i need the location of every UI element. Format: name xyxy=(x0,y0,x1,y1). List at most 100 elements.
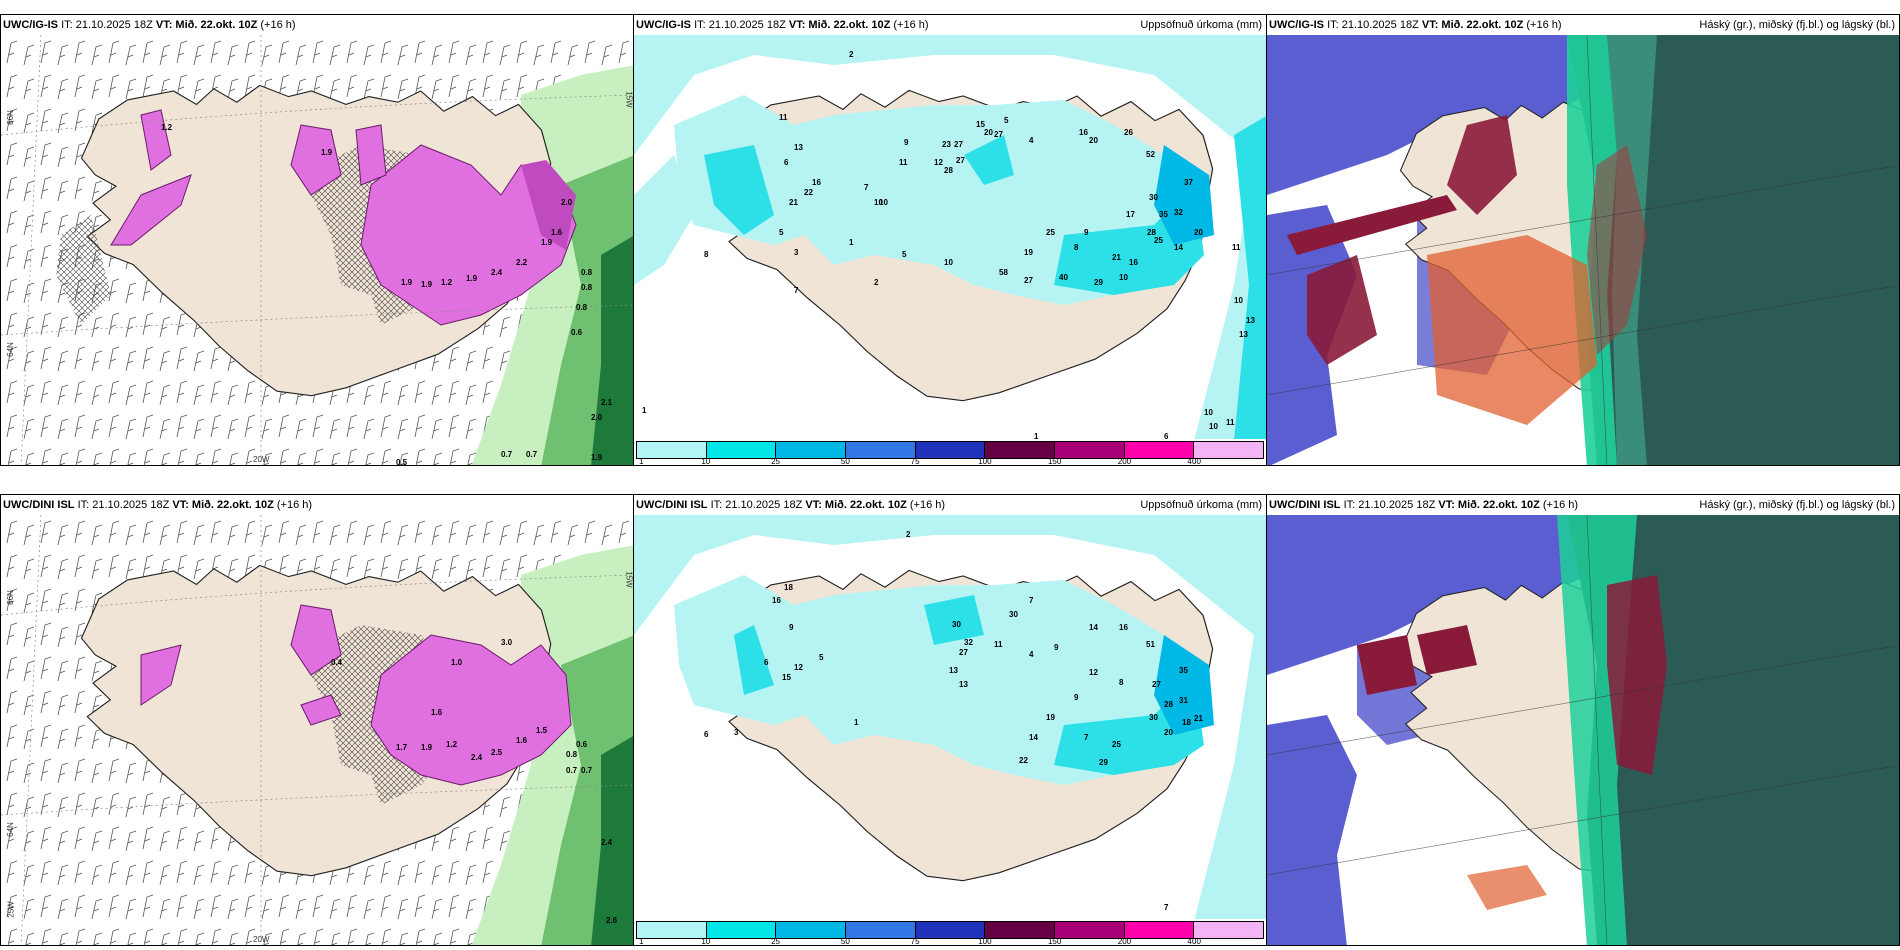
snow-value: 0.7 xyxy=(526,450,538,459)
svg-text:1: 1 xyxy=(854,718,859,727)
svg-text:21: 21 xyxy=(1112,253,1121,262)
svg-text:19: 19 xyxy=(1046,713,1055,722)
map-canvas: 1.9 1.9 1.2 1.9 2.4 2.2 1.9 2.0 1.6 0.8 … xyxy=(1,35,633,465)
valid-time: VT: Mið. 22.okt. 10Z xyxy=(788,19,891,31)
legend-tick: 400 xyxy=(1187,937,1201,946)
snow-value: 1.6 xyxy=(551,228,563,237)
legend-swatch xyxy=(776,922,847,938)
precip-legend: 1 10 25 50 75 100 150 200 400 xyxy=(634,439,1266,465)
svg-text:10: 10 xyxy=(1234,296,1243,305)
init-time: IT: 21.10.2025 18Z xyxy=(710,499,803,511)
legend-swatch xyxy=(1194,442,1264,458)
lon15-label: 15W xyxy=(624,571,634,588)
legend-tick: 75 xyxy=(910,937,920,946)
svg-text:11: 11 xyxy=(779,113,788,122)
svg-text:10: 10 xyxy=(944,258,953,267)
svg-text:9: 9 xyxy=(904,138,909,147)
svg-text:6: 6 xyxy=(704,730,709,739)
legend-tick: 10 xyxy=(701,937,711,946)
snow-value: 0.8 xyxy=(576,303,588,312)
legend-tick: 25 xyxy=(771,937,780,946)
svg-text:40: 40 xyxy=(1059,273,1068,282)
svg-text:12: 12 xyxy=(934,158,943,167)
svg-text:30: 30 xyxy=(1149,713,1158,722)
model-name: UWC/DINI ISL xyxy=(1269,499,1341,511)
svg-text:30: 30 xyxy=(1149,193,1158,202)
svg-text:29: 29 xyxy=(1099,758,1108,767)
legend-swatch xyxy=(846,442,916,458)
svg-text:7: 7 xyxy=(1084,733,1089,742)
legend-tick: 50 xyxy=(840,457,850,466)
svg-text:1.9: 1.9 xyxy=(421,743,433,752)
panel-header: UWC/DINI ISL IT: 21.10.2025 18Z VT: Mið.… xyxy=(1,495,633,515)
snow-value: 0.8 xyxy=(581,283,593,292)
svg-text:16: 16 xyxy=(1119,623,1128,632)
init-time: IT: 21.10.2025 18Z xyxy=(77,499,170,511)
lead-time: (+16 h) xyxy=(909,499,946,511)
svg-text:27: 27 xyxy=(959,648,968,657)
svg-text:4: 4 xyxy=(1029,136,1034,145)
snow-value: 2.0 xyxy=(561,198,573,207)
model-name: UWC/DINI ISL xyxy=(3,499,75,511)
map-canvas xyxy=(1267,515,1899,945)
svg-text:17: 17 xyxy=(1126,210,1135,219)
svg-text:28: 28 xyxy=(1147,228,1156,237)
svg-text:1.0: 1.0 xyxy=(451,658,463,667)
svg-text:32: 32 xyxy=(1174,208,1183,217)
lead-time: (+16 h) xyxy=(1542,499,1579,511)
snow-value: 1.9 xyxy=(321,148,333,157)
svg-text:2.4: 2.4 xyxy=(601,838,613,847)
svg-text:0.6: 0.6 xyxy=(576,740,588,749)
valid-time: VT: Mið. 22.okt. 10Z xyxy=(1421,19,1524,31)
legend-swatch xyxy=(706,442,777,458)
model-name: UWC/IG-IS xyxy=(3,19,58,31)
svg-text:14: 14 xyxy=(1174,243,1183,252)
snow-value: 2.1 xyxy=(601,398,613,407)
svg-text:8: 8 xyxy=(704,250,709,259)
svg-text:2.6: 2.6 xyxy=(606,916,618,925)
svg-text:0.7: 0.7 xyxy=(566,766,578,775)
svg-text:6: 6 xyxy=(784,158,789,167)
svg-text:16: 16 xyxy=(1129,258,1138,267)
svg-text:10: 10 xyxy=(1204,408,1213,417)
cloud-map-igis: UWC/IG-IS IT: 21.10.2025 18Z VT: Mið. 22… xyxy=(1266,14,1900,466)
svg-text:35: 35 xyxy=(1179,666,1188,675)
svg-text:27: 27 xyxy=(994,130,1003,139)
legend-tick: 10 xyxy=(701,457,711,466)
svg-text:15: 15 xyxy=(782,673,791,682)
snow-value: 1.9 xyxy=(421,280,433,289)
svg-text:35: 35 xyxy=(1159,210,1168,219)
svg-text:2.4: 2.4 xyxy=(471,753,483,762)
svg-text:1.6: 1.6 xyxy=(516,736,528,745)
svg-text:13: 13 xyxy=(1239,330,1248,339)
svg-text:28: 28 xyxy=(1164,700,1173,709)
svg-text:26: 26 xyxy=(1124,128,1133,137)
svg-text:0.8: 0.8 xyxy=(566,750,578,759)
svg-text:11: 11 xyxy=(1226,418,1235,427)
svg-text:2.5: 2.5 xyxy=(491,748,503,757)
svg-text:10: 10 xyxy=(874,198,883,207)
svg-text:14: 14 xyxy=(1089,623,1098,632)
precip-map-dini: UWC/DINI ISL IT: 21.10.2025 18Z VT: Mið.… xyxy=(633,494,1267,946)
legend-tick: 100 xyxy=(978,457,992,466)
svg-text:13: 13 xyxy=(794,143,803,152)
legend-swatch xyxy=(985,442,1056,458)
lead-time: (+16 h) xyxy=(276,499,313,511)
svg-text:7: 7 xyxy=(1164,903,1169,912)
svg-text:20: 20 xyxy=(1164,728,1173,737)
valid-time: VT: Mið. 22.okt. 10Z xyxy=(1438,499,1540,511)
svg-text:23: 23 xyxy=(942,140,951,149)
legend-tick: 150 xyxy=(1047,937,1062,946)
precip-legend: 1 10 25 50 75 100 150 200 400 xyxy=(634,919,1266,945)
svg-text:16: 16 xyxy=(772,596,781,605)
lon25-label: 25W xyxy=(6,901,16,918)
snow-value: 2.2 xyxy=(516,258,528,267)
snow-depth-labels: 1.9 1.9 1.2 1.9 2.4 2.2 1.9 2.0 1.6 0.8 … xyxy=(161,123,613,465)
svg-text:58: 58 xyxy=(999,268,1008,277)
svg-text:6: 6 xyxy=(1164,432,1169,441)
lead-time: (+16 h) xyxy=(1526,19,1562,31)
svg-text:12: 12 xyxy=(1089,668,1098,677)
lat64-label: 64N xyxy=(5,342,15,357)
